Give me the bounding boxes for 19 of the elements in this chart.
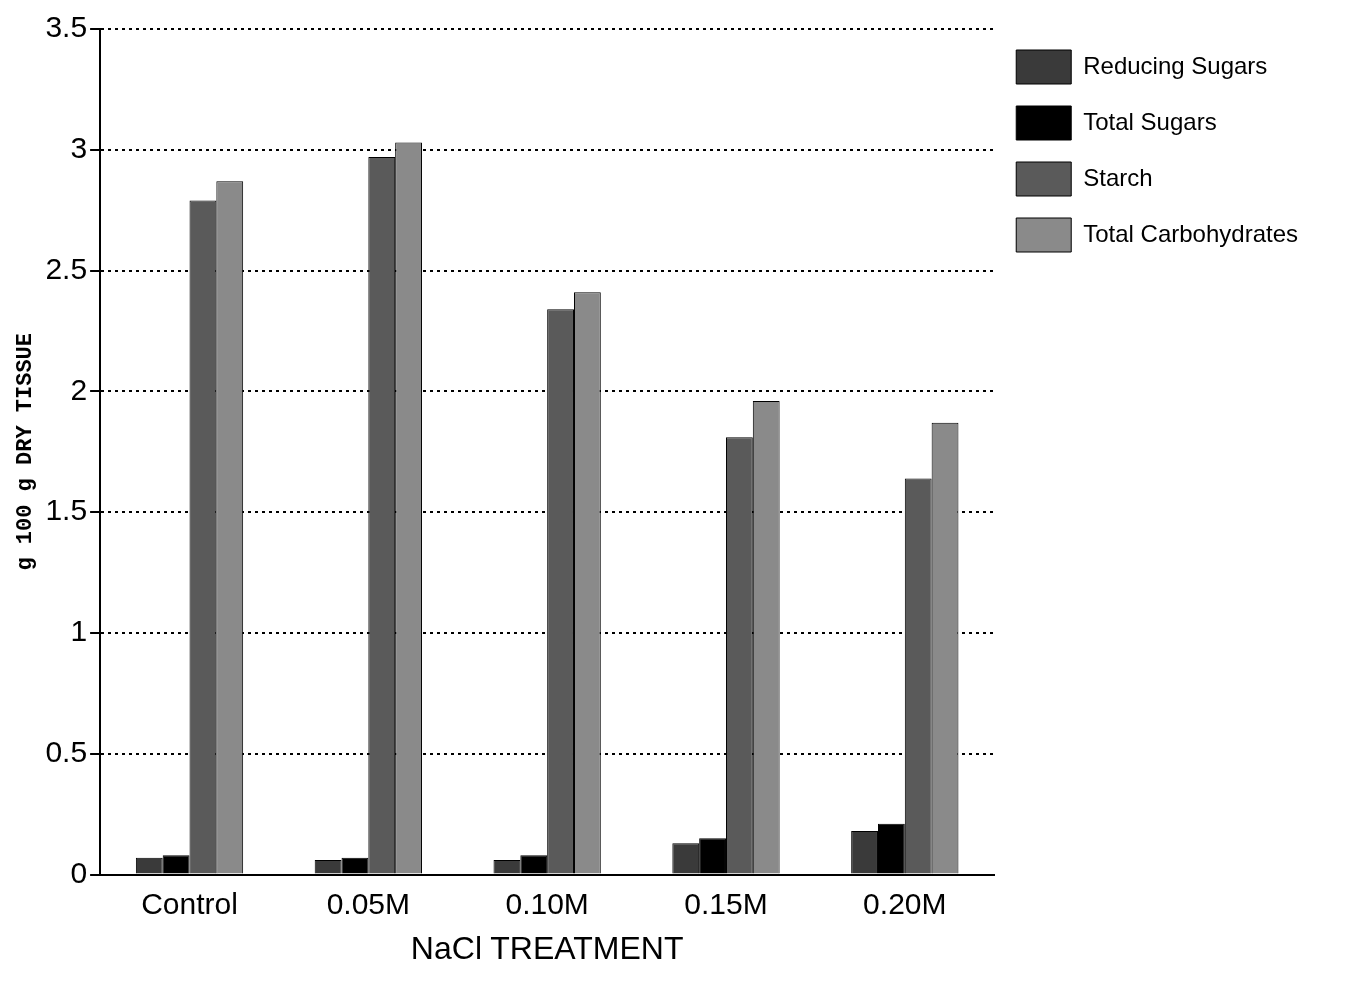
y-tick-label: 1.5 [45, 493, 88, 527]
y-tick-label: 0.5 [45, 735, 88, 769]
x-tick-label: 0.15M [684, 886, 768, 920]
y-tick-label: 0 [70, 855, 88, 889]
legend-label: Reducing Sugars [1083, 51, 1268, 79]
legend-label: Starch [1083, 163, 1153, 191]
y-tick-label: 2 [70, 372, 88, 406]
x-tick-label: 0.10M [505, 886, 589, 920]
x-tick-label: 0.05M [326, 886, 411, 920]
x-tick-label: Control [141, 886, 238, 920]
y-tick-label: 3.5 [45, 10, 88, 44]
legend-label: Total Carbohydrates [1083, 219, 1298, 247]
legend-label: Total Sugars [1083, 107, 1217, 135]
x-tick-label: 0.20M [863, 886, 947, 920]
x-axis-title: NaCl TREATMENT [410, 929, 684, 966]
y-tick-label: 1 [70, 614, 88, 648]
y-tick-label: 2.5 [45, 251, 88, 285]
y-axis-title: g 100 g DRY TISSUE [12, 332, 38, 571]
y-tick-label: 3 [70, 131, 88, 165]
